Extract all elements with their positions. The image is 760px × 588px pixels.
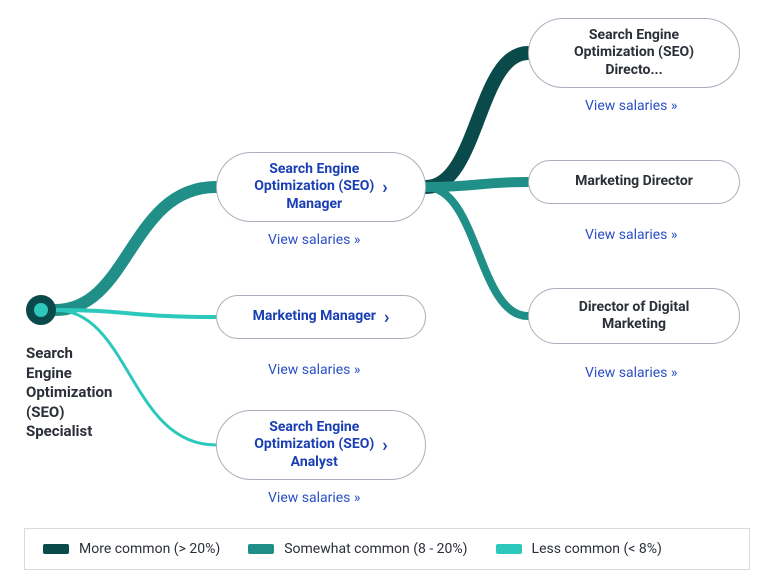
salary-link-seo-manager[interactable]: View salaries » xyxy=(268,232,360,248)
legend-swatch xyxy=(496,544,522,554)
chevron-right-icon: › xyxy=(382,435,387,456)
node-seo-analyst[interactable]: Search EngineOptimization (SEO)Analyst › xyxy=(216,410,426,480)
node-label: Search EngineOptimization (SEO)Manager xyxy=(254,161,374,214)
chevron-right-icon: › xyxy=(382,177,387,198)
legend-item-less: Less common (< 8%) xyxy=(496,541,662,557)
legend-label: Somewhat common (8 - 20%) xyxy=(284,541,467,557)
node-label: Search EngineOptimization (SEO)Analyst xyxy=(254,419,374,472)
root-label: SearchEngineOptimization(SEO)Specialist xyxy=(26,344,112,442)
node-seo-director[interactable]: Search EngineOptimization (SEO)Directo..… xyxy=(528,18,740,88)
node-label: Marketing Director xyxy=(575,173,693,191)
legend-item-more: More common (> 20%) xyxy=(43,541,220,557)
salary-link-marketing-manager[interactable]: View salaries » xyxy=(268,362,360,378)
node-seo-manager[interactable]: Search EngineOptimization (SEO)Manager › xyxy=(216,152,426,222)
salary-link-seo-analyst[interactable]: View salaries » xyxy=(268,490,360,506)
node-dir-digital-marketing[interactable]: Director of DigitalMarketing xyxy=(528,288,740,344)
node-label: Director of DigitalMarketing xyxy=(579,299,690,334)
legend-item-somewhat: Somewhat common (8 - 20%) xyxy=(248,541,467,557)
node-marketing-director[interactable]: Marketing Director xyxy=(528,160,740,204)
career-path-diagram: SearchEngineOptimization(SEO)Specialist … xyxy=(0,0,760,588)
legend-swatch xyxy=(43,544,69,554)
chevron-right-icon: › xyxy=(384,307,389,328)
salary-link-dir-digital-marketing[interactable]: View salaries » xyxy=(585,365,677,381)
root-node xyxy=(26,295,56,325)
legend: More common (> 20%) Somewhat common (8 -… xyxy=(24,528,750,570)
legend-label: More common (> 20%) xyxy=(79,541,220,557)
salary-link-seo-director[interactable]: View salaries » xyxy=(585,98,677,114)
legend-label: Less common (< 8%) xyxy=(532,541,662,557)
legend-swatch xyxy=(248,544,274,554)
node-label: Search EngineOptimization (SEO)Directo..… xyxy=(574,27,694,80)
salary-link-marketing-director[interactable]: View salaries » xyxy=(585,227,677,243)
node-label: Marketing Manager xyxy=(253,308,376,326)
node-marketing-manager[interactable]: Marketing Manager › xyxy=(216,295,426,339)
